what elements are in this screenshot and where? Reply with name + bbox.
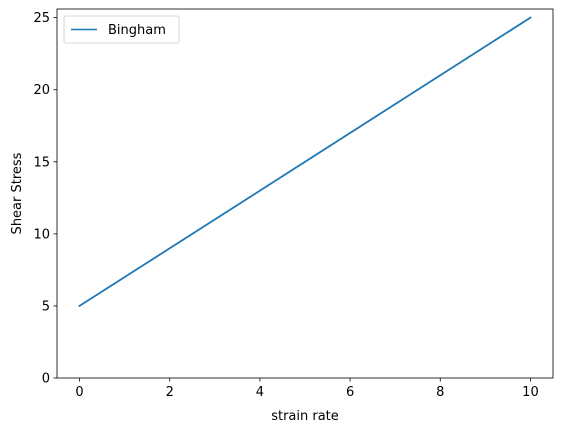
plot-area	[57, 9, 553, 378]
y-tick-label: 15	[33, 155, 50, 170]
x-tick-label: 4	[256, 385, 264, 400]
x-tick-label: 0	[75, 385, 83, 400]
x-axis-label: strain rate	[271, 409, 339, 424]
x-tick-label: 8	[436, 385, 444, 400]
y-tick-label: 0	[42, 372, 50, 387]
axes-frame	[56, 8, 554, 379]
x-tick-label: 2	[166, 385, 174, 400]
legend: Bingham	[63, 15, 180, 44]
series-layer	[78, 16, 532, 308]
y-tick-label: 20	[33, 83, 50, 98]
ticks-layer: 0 2 4 6 8 10 0 5 10 15 20 25	[33, 11, 538, 400]
y-tick-label: 5	[42, 299, 50, 314]
y-tick-label: 25	[33, 11, 50, 26]
x-tick-label: 6	[346, 385, 354, 400]
series-line-bingham	[78, 16, 532, 308]
x-tick-label: 10	[522, 385, 539, 400]
axes-background	[57, 9, 553, 378]
y-tick-label: 10	[33, 227, 50, 242]
legend-box	[63, 15, 180, 44]
y-axis-label: Shear Stress	[10, 152, 25, 234]
legend-label-bingham: Bingham	[108, 23, 166, 38]
